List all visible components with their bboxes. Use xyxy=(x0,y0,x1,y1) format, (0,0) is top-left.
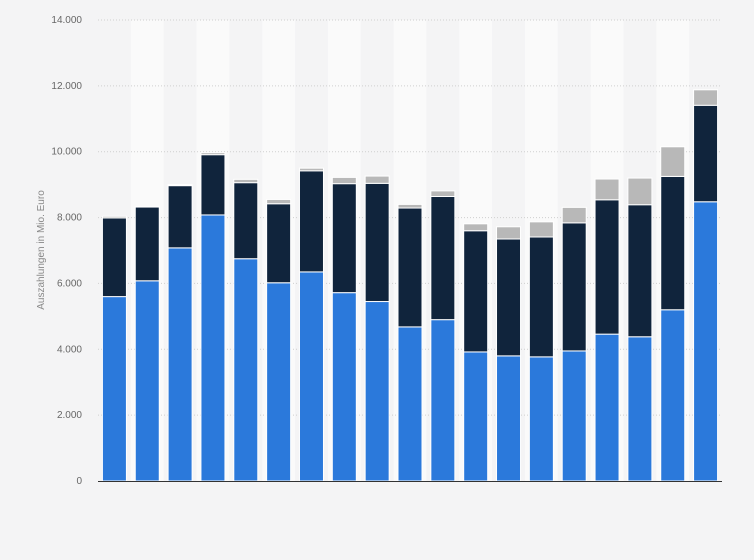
bar-segment-series-2 xyxy=(594,199,620,335)
bar-segment-series-1 xyxy=(233,258,259,482)
bar-segment-series-2 xyxy=(167,185,193,249)
bar-segment-series-3 xyxy=(561,206,587,224)
bar-segment-series-2 xyxy=(693,104,719,203)
bar-segment-series-2 xyxy=(496,238,522,357)
bar-segment-series-3 xyxy=(167,184,193,187)
bar-segment-series-1 xyxy=(364,301,390,482)
bar-segment-series-1 xyxy=(167,247,193,482)
bar-segment-series-2 xyxy=(331,183,357,294)
bar-segment-series-3 xyxy=(331,176,357,185)
bar-segment-series-1 xyxy=(200,214,226,482)
y-tick-label: 6.000 xyxy=(57,278,82,289)
bar-segment-series-2 xyxy=(233,182,259,260)
bar-segment-series-2 xyxy=(266,203,292,284)
bars xyxy=(101,89,719,482)
bar-segment-series-2 xyxy=(298,170,324,273)
bar-segment-series-3 xyxy=(496,226,522,240)
bar-segment-series-3 xyxy=(101,215,127,219)
bar-segment-series-3 xyxy=(693,89,719,106)
bar-segment-series-1 xyxy=(528,356,554,482)
bar-segment-series-3 xyxy=(528,221,554,238)
bar-segment-series-3 xyxy=(627,177,653,206)
bar-segment-series-3 xyxy=(594,178,620,201)
bar-segment-series-1 xyxy=(101,296,127,482)
bar-segment-series-2 xyxy=(200,154,226,216)
bar-segment-series-3 xyxy=(364,175,390,184)
y-tick-label: 12.000 xyxy=(51,81,82,92)
bar-segment-series-3 xyxy=(397,203,423,209)
bar-segment-series-1 xyxy=(561,350,587,482)
bar-segment-series-1 xyxy=(627,336,653,482)
y-axis-tick-labels: 0 2.000 4.000 6.000 8.000 10.000 12.000 14.000 xyxy=(51,15,82,487)
y-tick-label: 0 xyxy=(76,476,82,487)
bar-segment-series-2 xyxy=(364,182,390,303)
bar-segment-series-2 xyxy=(397,207,423,328)
bar-segment-series-3 xyxy=(200,152,226,156)
bar-segment-series-1 xyxy=(298,271,324,482)
bar-segment-series-1 xyxy=(463,351,489,482)
bar-segment-series-1 xyxy=(693,201,719,482)
bar-segment-series-1 xyxy=(331,292,357,482)
bar-segment-series-3 xyxy=(430,190,456,197)
bar-segment-series-1 xyxy=(266,282,292,482)
bar-segment-series-1 xyxy=(496,355,522,482)
y-tick-label: 2.000 xyxy=(57,410,82,421)
bar-segment-series-2 xyxy=(627,204,653,338)
bar-segment-series-2 xyxy=(134,206,160,282)
bar-segment-series-3 xyxy=(233,178,259,184)
y-tick-label: 14.000 xyxy=(51,15,82,26)
bar-segment-series-2 xyxy=(463,230,489,353)
bar-segment-series-1 xyxy=(660,309,686,482)
bar-segment-series-2 xyxy=(430,195,456,321)
bar-segment-series-3 xyxy=(298,167,324,172)
bar-segment-series-1 xyxy=(430,319,456,482)
y-tick-label: 10.000 xyxy=(51,147,82,158)
bar-segment-series-3 xyxy=(660,146,686,177)
bar-segment-series-1 xyxy=(594,333,620,482)
y-axis-title: Auszahlungen in Mio. Euro xyxy=(36,190,47,310)
bar-segment-series-1 xyxy=(397,326,423,482)
bar-segment-series-2 xyxy=(660,175,686,311)
y-tick-label: 4.000 xyxy=(57,344,82,355)
bar-segment-series-2 xyxy=(561,222,587,352)
bar-segment-series-1 xyxy=(134,280,160,482)
bar-segment-series-2 xyxy=(528,236,554,358)
bar-segment-series-2 xyxy=(101,217,127,298)
bar-segment-series-3 xyxy=(463,223,489,232)
bar-segment-series-3 xyxy=(266,198,292,205)
y-tick-label: 8.000 xyxy=(57,213,82,224)
